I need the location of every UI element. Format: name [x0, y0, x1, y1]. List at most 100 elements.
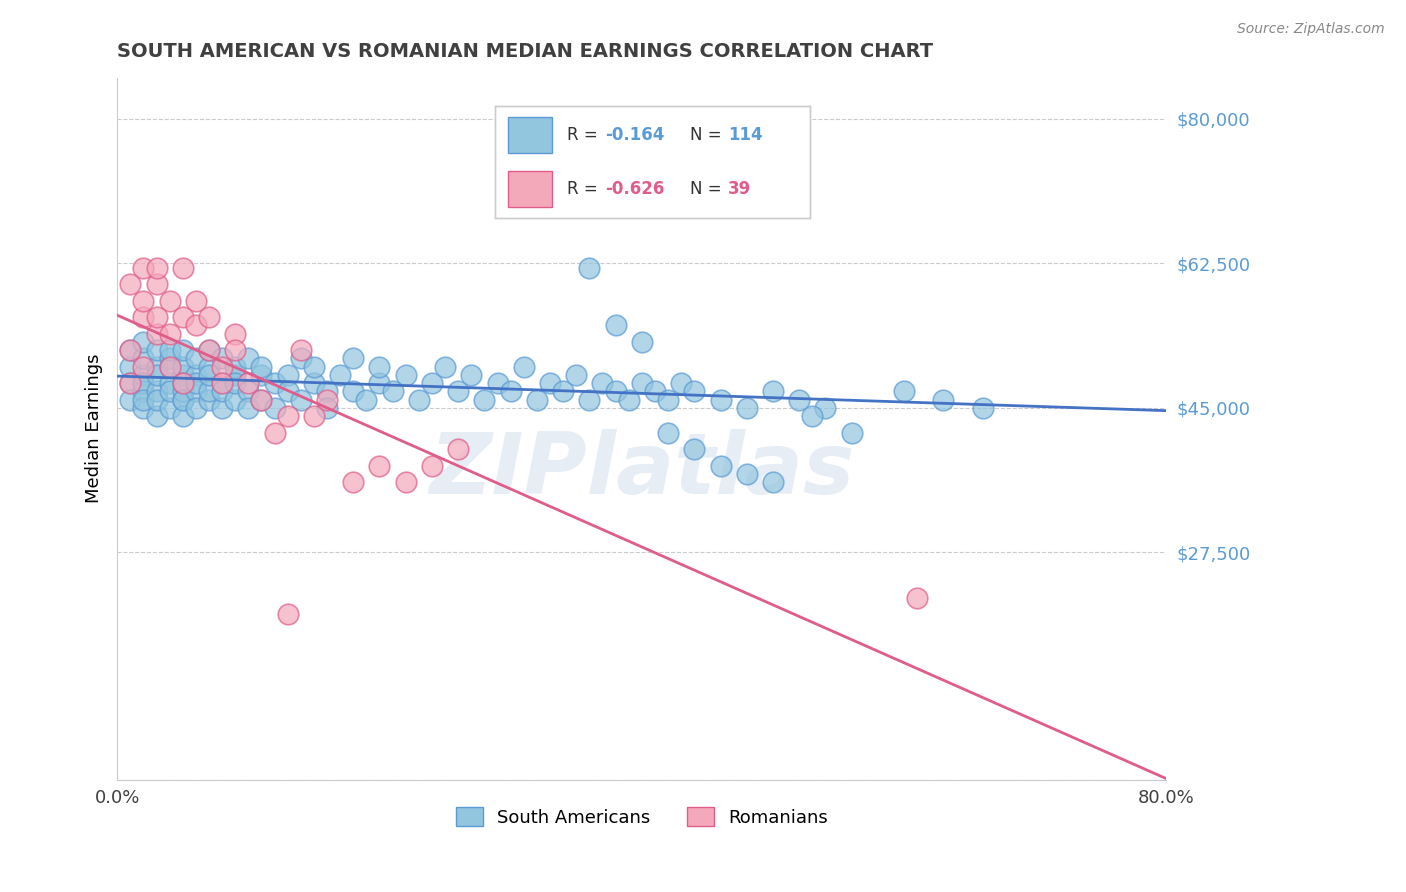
Point [132, 401, 155, 415]
Point [198, 343, 221, 358]
Point [302, 376, 325, 391]
Point [526, 392, 548, 407]
Point [198, 310, 221, 324]
Point [159, 401, 181, 415]
Legend: South Americans, Romanians: South Americans, Romanians [449, 800, 835, 834]
Point [434, 359, 457, 374]
Text: SOUTH AMERICAN VS ROMANIAN MEDIAN EARNINGS CORRELATION CHART: SOUTH AMERICAN VS ROMANIAN MEDIAN EARNIN… [117, 42, 934, 61]
Point [499, 384, 522, 399]
Point [172, 392, 194, 407]
Point [238, 401, 260, 415]
Point [159, 343, 181, 358]
Point [184, 376, 207, 391]
Point [420, 458, 443, 473]
Point [290, 351, 312, 366]
Point [238, 351, 260, 366]
Point [342, 475, 364, 490]
Point [132, 334, 155, 349]
Point [172, 392, 194, 407]
Point [132, 351, 155, 366]
Point [762, 475, 785, 490]
Point [159, 359, 181, 374]
Point [172, 384, 194, 399]
Point [172, 409, 194, 424]
Point [709, 392, 731, 407]
Point [565, 368, 588, 382]
Point [120, 376, 142, 391]
Point [145, 392, 167, 407]
Point [787, 392, 810, 407]
Point [211, 384, 233, 399]
Point [342, 351, 364, 366]
Point [172, 368, 194, 382]
Point [120, 343, 142, 358]
Point [224, 326, 246, 341]
Point [211, 359, 233, 374]
Point [132, 368, 155, 382]
Point [513, 359, 536, 374]
Point [277, 384, 299, 399]
Point [238, 376, 260, 391]
Point [159, 384, 181, 399]
Point [420, 376, 443, 391]
Point [224, 392, 246, 407]
Point [277, 368, 299, 382]
Point [159, 351, 181, 366]
Point [841, 425, 863, 440]
Point [395, 475, 418, 490]
Point [120, 392, 142, 407]
Point [172, 376, 194, 391]
Point [145, 368, 167, 382]
Point [184, 401, 207, 415]
Point [263, 401, 285, 415]
Point [198, 359, 221, 374]
Point [669, 376, 692, 391]
Point [211, 401, 233, 415]
Text: ZIPlatlas: ZIPlatlas [429, 429, 855, 512]
Point [145, 326, 167, 341]
Point [120, 359, 142, 374]
Point [368, 376, 391, 391]
Point [329, 368, 352, 382]
Point [145, 310, 167, 324]
Point [145, 277, 167, 291]
Point [238, 384, 260, 399]
Point [211, 376, 233, 391]
Point [368, 458, 391, 473]
Point [801, 409, 824, 424]
Point [211, 351, 233, 366]
Point [224, 359, 246, 374]
Point [263, 376, 285, 391]
Point [145, 384, 167, 399]
Point [132, 392, 155, 407]
Point [316, 384, 339, 399]
Point [447, 442, 470, 457]
Point [290, 392, 312, 407]
Point [381, 384, 404, 399]
Point [263, 425, 285, 440]
Point [184, 293, 207, 308]
Point [132, 376, 155, 391]
Point [198, 343, 221, 358]
Point [250, 359, 273, 374]
Point [447, 384, 470, 399]
Point [250, 368, 273, 382]
Point [132, 310, 155, 324]
Point [356, 392, 378, 407]
Point [735, 467, 758, 481]
Point [120, 343, 142, 358]
Point [145, 260, 167, 275]
Point [302, 409, 325, 424]
Point [709, 458, 731, 473]
Point [184, 368, 207, 382]
Point [198, 392, 221, 407]
Point [578, 392, 600, 407]
Point [657, 392, 679, 407]
Point [893, 384, 915, 399]
Point [408, 392, 430, 407]
Point [630, 334, 652, 349]
Point [814, 401, 837, 415]
Point [159, 376, 181, 391]
Point [172, 260, 194, 275]
Point [553, 384, 575, 399]
